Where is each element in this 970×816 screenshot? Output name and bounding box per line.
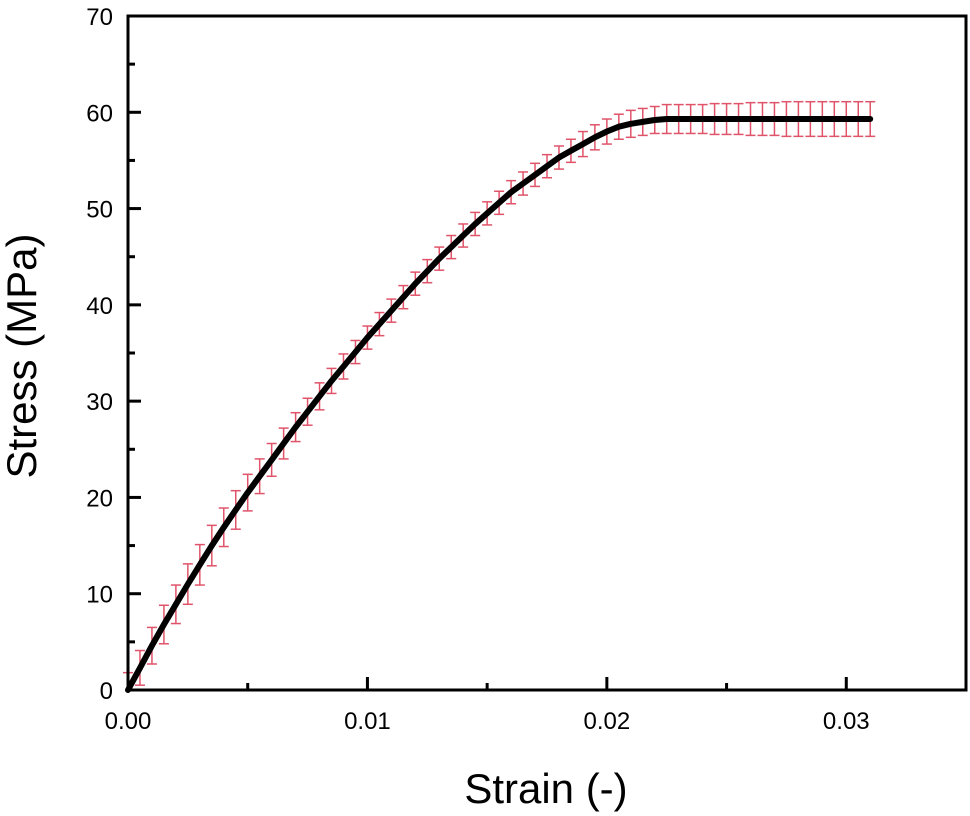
y-tick-label-3: 30 — [86, 389, 113, 416]
y-tick-label-1: 10 — [86, 582, 113, 609]
series-line — [125, 116, 874, 693]
axis-ticks — [128, 62, 848, 690]
error-bars — [123, 100, 876, 690]
y-tick-label-2: 20 — [86, 485, 113, 512]
y-tick-label-4: 40 — [86, 293, 113, 320]
x-axis-title: Strain (-) — [464, 765, 627, 812]
y-tick-labels: 0 10 20 30 40 50 60 70 — [86, 4, 113, 705]
y-tick-label-6: 60 — [86, 100, 113, 127]
y-tick-label-0: 0 — [100, 678, 113, 705]
x-tick-label-0: 0.00 — [105, 708, 152, 735]
x-tick-label-2: 0.02 — [583, 708, 630, 735]
x-tick-label-3: 0.03 — [823, 708, 870, 735]
y-tick-label-7: 70 — [86, 4, 113, 31]
x-tick-labels: 0.00 0.01 0.02 0.03 — [105, 708, 870, 735]
x-tick-label-1: 0.01 — [344, 708, 391, 735]
y-tick-label-5: 50 — [86, 197, 113, 224]
y-axis-title: Stress (MPa) — [0, 233, 45, 478]
